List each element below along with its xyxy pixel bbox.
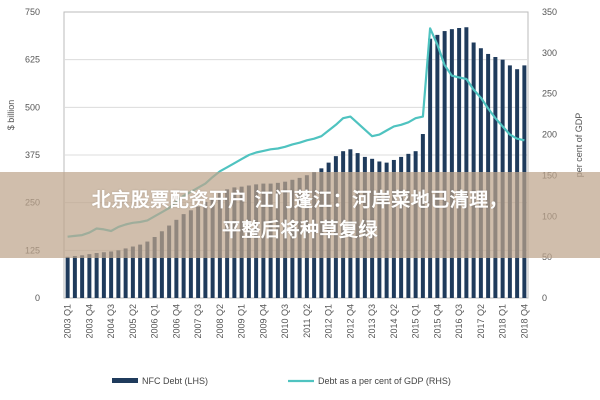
x-tick-label: 2003 Q1: [63, 304, 73, 339]
bar: [159, 231, 164, 298]
bar: [101, 252, 106, 298]
x-tick-label: 2015 Q4: [432, 304, 442, 339]
legend-swatch-bar: [112, 378, 138, 383]
bar: [87, 254, 92, 298]
bar: [72, 256, 77, 298]
x-tick-label: 2018 Q1: [498, 304, 508, 339]
axes: 0125250375500625750050100150200250300350…: [6, 7, 584, 339]
bar: [145, 241, 150, 298]
x-tick-label: 2008 Q2: [215, 304, 225, 339]
y-right-axis-title: per cent of GDP: [574, 113, 584, 178]
bar: [174, 219, 179, 298]
x-tick-label: 2006 Q1: [150, 304, 160, 339]
y-right-tick-label: 300: [542, 48, 557, 58]
x-tick-label: 2005 Q2: [128, 304, 138, 339]
y-left-tick-label: 375: [25, 150, 40, 160]
x-tick-label: 2009 Q4: [258, 304, 268, 339]
y-right-tick-label: 350: [542, 7, 557, 17]
x-tick-label: 2012 Q1: [324, 304, 334, 339]
x-tick-label: 2018 Q4: [519, 304, 529, 339]
y-right-tick-label: 0: [542, 293, 547, 303]
bar: [464, 27, 469, 299]
bar: [130, 246, 135, 298]
bar: [167, 225, 172, 298]
bar: [65, 256, 70, 298]
bar: [449, 29, 454, 298]
bar: [457, 28, 462, 299]
y-right-tick-label: 200: [542, 130, 557, 140]
headline-line-1: 北京股票配资开户 江门蓬江：河岸菜地已清理，: [91, 189, 509, 211]
x-tick-label: 2017 Q2: [476, 304, 486, 339]
x-tick-label: 2010 Q3: [280, 304, 290, 339]
x-tick-label: 2014 Q2: [389, 304, 399, 339]
y-left-tick-label: 750: [25, 7, 40, 17]
legend: NFC Debt (LHS) Debt as a per cent of GDP …: [112, 376, 451, 386]
x-tick-label: 2009 Q1: [237, 304, 247, 339]
legend-label: Debt as a per cent of GDP (RHS): [318, 376, 451, 386]
bar: [94, 253, 99, 298]
x-tick-label: 2011 Q2: [302, 304, 312, 338]
bar: [442, 31, 447, 299]
y-left-tick-label: 500: [25, 102, 40, 112]
headline-line-2: 平整后将种草复绿: [221, 219, 378, 241]
bar: [80, 255, 85, 298]
legend-label: NFC Debt (LHS): [142, 376, 208, 386]
y-right-tick-label: 250: [542, 89, 557, 99]
x-tick-label: 2013 Q3: [367, 304, 377, 339]
bar: [123, 248, 128, 298]
headline-banner: 北京股票配资开户 江门蓬江：河岸菜地已清理， 平整后将种草复绿: [0, 172, 600, 258]
x-tick-label: 2006 Q4: [171, 304, 181, 339]
y-left-tick-label: 625: [25, 55, 40, 65]
bar: [138, 244, 143, 298]
x-tick-label: 2004 Q3: [106, 304, 116, 339]
bar: [116, 250, 121, 298]
x-tick-label: 2007 Q3: [193, 304, 203, 339]
bar: [471, 42, 476, 298]
bar: [435, 34, 440, 298]
y-left-tick-label: 0: [35, 293, 40, 303]
x-tick-label: 2003 Q4: [84, 304, 94, 339]
x-tick-label: 2015 Q1: [411, 304, 421, 339]
bar: [109, 251, 114, 298]
x-tick-label: 2016 Q3: [454, 304, 464, 339]
y-left-axis-title: $ billion: [6, 100, 16, 131]
bar: [152, 236, 157, 298]
bar: [428, 38, 433, 299]
x-tick-label: 2012 Q4: [345, 304, 355, 339]
